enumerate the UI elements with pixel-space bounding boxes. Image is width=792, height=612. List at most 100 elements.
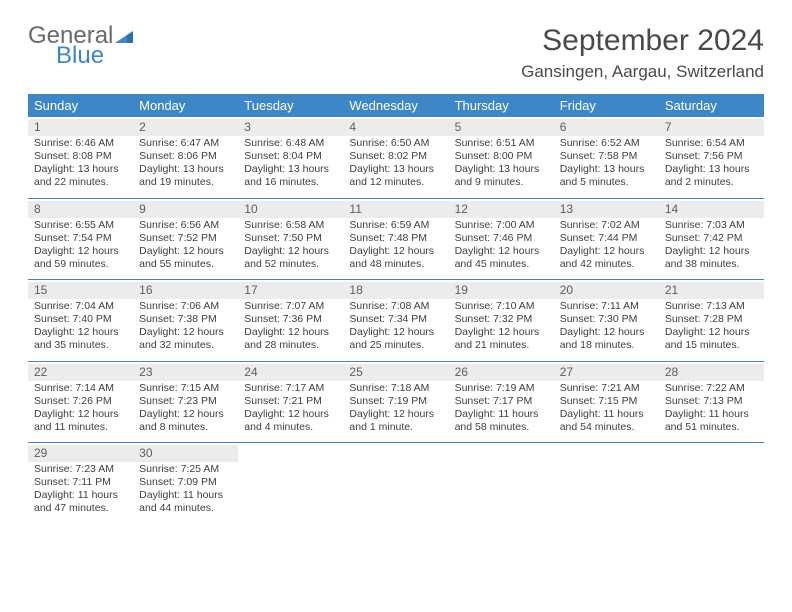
day-day2: and 12 minutes. <box>349 176 442 189</box>
day-number: 27 <box>554 364 659 381</box>
day-number: 26 <box>449 364 554 381</box>
day-sunset: Sunset: 7:42 PM <box>665 232 758 245</box>
day-sunrise: Sunrise: 7:06 AM <box>139 300 232 313</box>
day-sunset: Sunset: 7:32 PM <box>455 313 548 326</box>
day-day1: Daylight: 11 hours <box>34 489 127 502</box>
day-sunset: Sunset: 7:38 PM <box>139 313 232 326</box>
day-day1: Daylight: 12 hours <box>139 245 232 258</box>
day-day2: and 47 minutes. <box>34 502 127 515</box>
day-day2: and 8 minutes. <box>139 421 232 434</box>
week-row: 29Sunrise: 7:23 AMSunset: 7:11 PMDayligh… <box>28 443 764 524</box>
day-number: 12 <box>449 201 554 218</box>
day-day1: Daylight: 12 hours <box>244 245 337 258</box>
day-sunrise: Sunrise: 7:03 AM <box>665 219 758 232</box>
day-number: 6 <box>554 119 659 136</box>
day-day1: Daylight: 12 hours <box>349 326 442 339</box>
day-cell <box>554 443 659 524</box>
day-sunset: Sunset: 7:36 PM <box>244 313 337 326</box>
day-cell: 10Sunrise: 6:58 AMSunset: 7:50 PMDayligh… <box>238 199 343 280</box>
day-cell: 8Sunrise: 6:55 AMSunset: 7:54 PMDaylight… <box>28 199 133 280</box>
day-cell: 6Sunrise: 6:52 AMSunset: 7:58 PMDaylight… <box>554 117 659 198</box>
dow-thursday: Thursday <box>449 94 554 117</box>
day-number: 3 <box>238 119 343 136</box>
title-block: September 2024 Gansingen, Aargau, Switze… <box>521 24 764 82</box>
logo-triangle-icon <box>115 29 133 43</box>
day-sunset: Sunset: 7:21 PM <box>244 395 337 408</box>
day-day1: Daylight: 13 hours <box>349 163 442 176</box>
day-cell: 13Sunrise: 7:02 AMSunset: 7:44 PMDayligh… <box>554 199 659 280</box>
day-cell: 3Sunrise: 6:48 AMSunset: 8:04 PMDaylight… <box>238 117 343 198</box>
day-sunset: Sunset: 8:04 PM <box>244 150 337 163</box>
day-number: 17 <box>238 282 343 299</box>
day-cell: 2Sunrise: 6:47 AMSunset: 8:06 PMDaylight… <box>133 117 238 198</box>
day-day1: Daylight: 12 hours <box>560 245 653 258</box>
day-day1: Daylight: 12 hours <box>244 408 337 421</box>
day-sunset: Sunset: 7:09 PM <box>139 476 232 489</box>
dow-tuesday: Tuesday <box>238 94 343 117</box>
day-number: 2 <box>133 119 238 136</box>
day-number: 21 <box>659 282 764 299</box>
day-sunrise: Sunrise: 6:56 AM <box>139 219 232 232</box>
dow-sunday: Sunday <box>28 94 133 117</box>
day-number: 24 <box>238 364 343 381</box>
day-day2: and 52 minutes. <box>244 258 337 271</box>
day-number: 25 <box>343 364 448 381</box>
day-day2: and 32 minutes. <box>139 339 232 352</box>
day-sunrise: Sunrise: 6:59 AM <box>349 219 442 232</box>
day-day2: and 38 minutes. <box>665 258 758 271</box>
day-sunrise: Sunrise: 7:10 AM <box>455 300 548 313</box>
day-cell: 11Sunrise: 6:59 AMSunset: 7:48 PMDayligh… <box>343 199 448 280</box>
day-sunset: Sunset: 7:15 PM <box>560 395 653 408</box>
day-day2: and 21 minutes. <box>455 339 548 352</box>
day-sunset: Sunset: 7:50 PM <box>244 232 337 245</box>
day-day2: and 28 minutes. <box>244 339 337 352</box>
day-cell: 25Sunrise: 7:18 AMSunset: 7:19 PMDayligh… <box>343 362 448 443</box>
day-day1: Daylight: 13 hours <box>560 163 653 176</box>
day-day2: and 5 minutes. <box>560 176 653 189</box>
day-sunset: Sunset: 7:56 PM <box>665 150 758 163</box>
location: Gansingen, Aargau, Switzerland <box>521 62 764 82</box>
day-sunrise: Sunrise: 7:00 AM <box>455 219 548 232</box>
day-cell <box>449 443 554 524</box>
day-day2: and 25 minutes. <box>349 339 442 352</box>
dow-wednesday: Wednesday <box>343 94 448 117</box>
day-day2: and 16 minutes. <box>244 176 337 189</box>
day-number: 18 <box>343 282 448 299</box>
day-day1: Daylight: 11 hours <box>560 408 653 421</box>
day-sunset: Sunset: 7:13 PM <box>665 395 758 408</box>
day-sunset: Sunset: 7:54 PM <box>34 232 127 245</box>
day-sunset: Sunset: 7:46 PM <box>455 232 548 245</box>
day-day1: Daylight: 12 hours <box>244 326 337 339</box>
day-cell: 9Sunrise: 6:56 AMSunset: 7:52 PMDaylight… <box>133 199 238 280</box>
day-number: 15 <box>28 282 133 299</box>
day-day1: Daylight: 13 hours <box>244 163 337 176</box>
day-number: 11 <box>343 201 448 218</box>
day-cell: 23Sunrise: 7:15 AMSunset: 7:23 PMDayligh… <box>133 362 238 443</box>
logo-word-blue: Blue <box>28 44 133 68</box>
day-sunrise: Sunrise: 6:52 AM <box>560 137 653 150</box>
day-sunrise: Sunrise: 7:04 AM <box>34 300 127 313</box>
day-cell: 24Sunrise: 7:17 AMSunset: 7:21 PMDayligh… <box>238 362 343 443</box>
day-cell: 7Sunrise: 6:54 AMSunset: 7:56 PMDaylight… <box>659 117 764 198</box>
day-day2: and 4 minutes. <box>244 421 337 434</box>
day-number: 14 <box>659 201 764 218</box>
day-day2: and 18 minutes. <box>560 339 653 352</box>
day-day2: and 58 minutes. <box>455 421 548 434</box>
day-cell: 4Sunrise: 6:50 AMSunset: 8:02 PMDaylight… <box>343 117 448 198</box>
day-day1: Daylight: 12 hours <box>34 326 127 339</box>
day-cell: 28Sunrise: 7:22 AMSunset: 7:13 PMDayligh… <box>659 362 764 443</box>
day-day1: Daylight: 12 hours <box>665 245 758 258</box>
day-sunset: Sunset: 7:40 PM <box>34 313 127 326</box>
week-row: 15Sunrise: 7:04 AMSunset: 7:40 PMDayligh… <box>28 280 764 362</box>
day-sunrise: Sunrise: 6:54 AM <box>665 137 758 150</box>
day-sunrise: Sunrise: 7:25 AM <box>139 463 232 476</box>
day-sunrise: Sunrise: 7:19 AM <box>455 382 548 395</box>
dow-monday: Monday <box>133 94 238 117</box>
day-day2: and 42 minutes. <box>560 258 653 271</box>
day-day1: Daylight: 12 hours <box>665 326 758 339</box>
day-sunset: Sunset: 7:23 PM <box>139 395 232 408</box>
day-sunrise: Sunrise: 6:47 AM <box>139 137 232 150</box>
logo: General Blue <box>28 24 133 68</box>
day-cell: 16Sunrise: 7:06 AMSunset: 7:38 PMDayligh… <box>133 280 238 361</box>
day-day2: and 54 minutes. <box>560 421 653 434</box>
